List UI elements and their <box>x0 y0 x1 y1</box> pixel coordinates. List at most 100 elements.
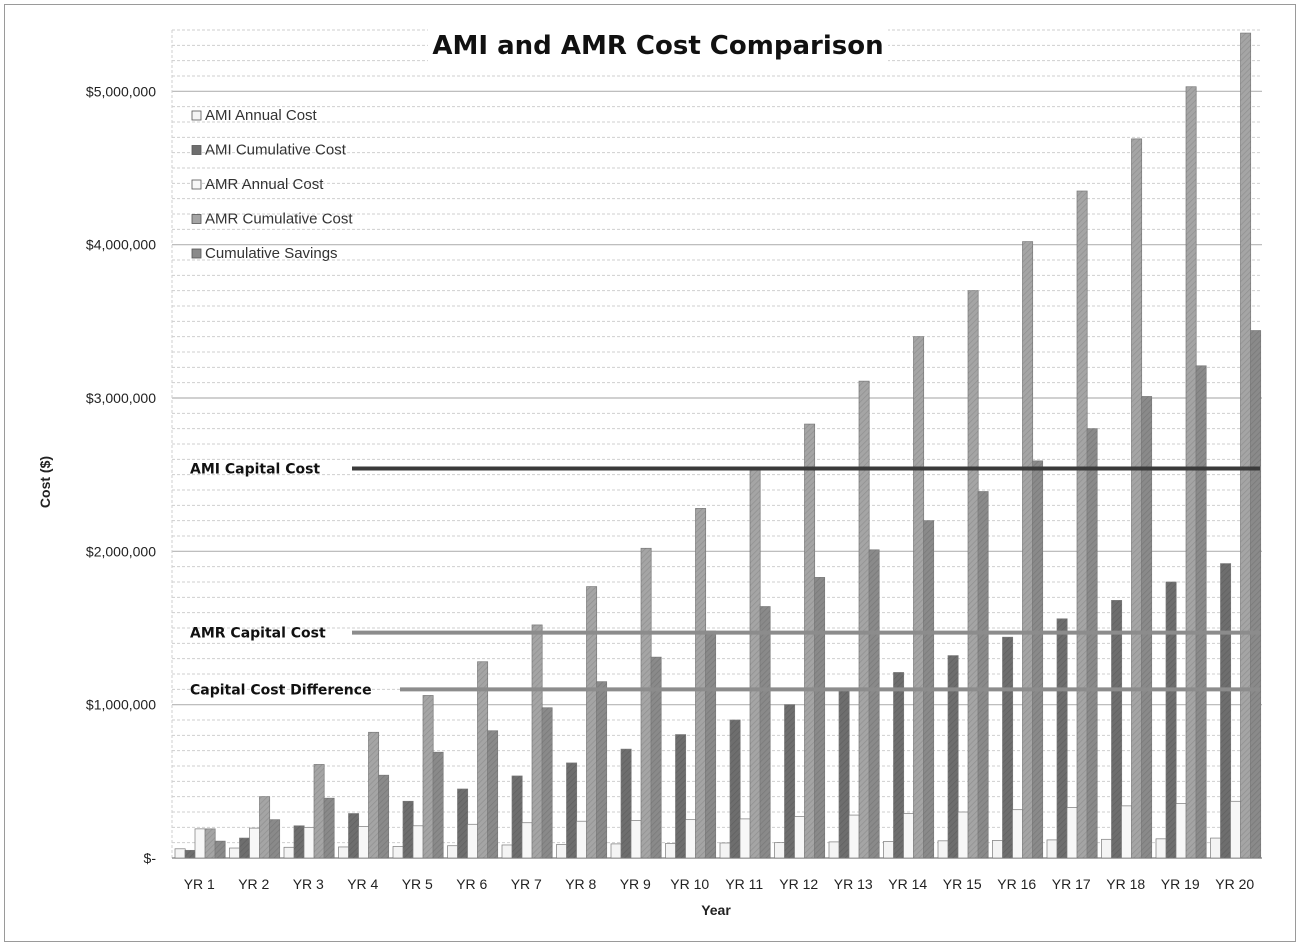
x-tick-label: YR 11 <box>725 876 763 892</box>
bar-ami-annual-cost-5 <box>392 846 404 859</box>
bar-texture <box>839 689 850 858</box>
bar-texture <box>730 720 741 858</box>
bar-texture <box>621 749 632 858</box>
bar-texture <box>869 549 880 858</box>
bar-amr-annual-cost-14 <box>903 813 915 859</box>
x-axis-title: Year <box>701 902 731 918</box>
bar-texture <box>586 586 597 858</box>
x-tick-label: YR 15 <box>943 876 982 892</box>
bar-amr-annual-cost-3 <box>303 826 315 859</box>
bar-texture <box>487 730 498 858</box>
legend-swatch <box>191 214 202 224</box>
x-axis-ticks: YR 1 YR 2 YR 3 YR 4 YR 5 YR 6 YR 7 YR 8 YR 9 YR 1… <box>184 876 1255 892</box>
bar-texture <box>1250 330 1261 858</box>
bar-ami-annual-cost-15 <box>937 840 949 859</box>
legend-item-label: AMI Annual Cost <box>205 107 318 124</box>
reference-label-amr-capital-cost: AMR Capital Cost <box>190 626 326 642</box>
bar-texture <box>760 606 771 858</box>
legend-item-label: Cumulative Savings <box>205 245 338 262</box>
bar-texture <box>348 813 359 858</box>
bar-amr-annual-cost-1 <box>194 828 206 859</box>
bar-texture <box>239 838 250 858</box>
y-axis-ticks: $- $1,000,000 $2,000,000 $3,000,000 $4,000,0… <box>86 83 156 866</box>
bar-texture <box>1196 365 1207 858</box>
x-tick-label: YR 17 <box>1052 876 1091 892</box>
chart-title-background <box>428 26 888 66</box>
bar-texture <box>1077 191 1088 858</box>
bar-texture <box>215 841 226 858</box>
bar-ami-annual-cost-10 <box>665 843 677 859</box>
bar-texture <box>596 681 607 858</box>
y-tick-label: $1,000,000 <box>86 697 156 713</box>
bar-texture <box>893 672 904 858</box>
bar-amr-annual-cost-11 <box>739 818 751 859</box>
bar-texture <box>968 290 979 859</box>
x-tick-label: YR 10 <box>670 876 709 892</box>
bar-texture <box>205 828 216 858</box>
bar-ami-annual-cost-8 <box>556 844 568 859</box>
bar-texture <box>423 695 434 858</box>
x-tick-label: YR 18 <box>1106 876 1145 892</box>
bar-amr-annual-cost-19 <box>1175 803 1187 859</box>
bar-texture <box>750 468 761 858</box>
bar-texture <box>1220 563 1231 858</box>
reference-label-ami-capital-cost: AMI Capital Cost <box>190 462 320 478</box>
y-tick-label: $5,000,000 <box>86 83 156 99</box>
x-tick-label: YR 6 <box>456 876 487 892</box>
x-tick-label: YR 2 <box>238 876 269 892</box>
bar-amr-annual-cost-9 <box>630 820 642 859</box>
bar-amr-annual-cost-13 <box>848 814 860 859</box>
bar-texture <box>269 819 280 858</box>
bar-amr-annual-cost-12 <box>794 816 806 859</box>
x-tick-label: YR 14 <box>888 876 927 892</box>
bar-texture <box>1240 33 1251 859</box>
x-tick-label: YR 8 <box>565 876 596 892</box>
bar-texture <box>1186 86 1197 858</box>
bar-ami-annual-cost-3 <box>283 846 295 859</box>
bar-texture <box>185 850 196 858</box>
bar-texture <box>1166 582 1177 858</box>
bar-texture <box>705 631 716 858</box>
bar-texture <box>913 336 924 859</box>
bar-texture <box>1141 396 1152 858</box>
x-tick-label: YR 16 <box>997 876 1036 892</box>
bar-texture <box>324 798 335 858</box>
legend-swatch <box>191 179 202 190</box>
legend-item-label: AMR Cumulative Cost <box>205 211 353 228</box>
bar-amr-annual-cost-18 <box>1121 805 1133 859</box>
y-tick-label: $- <box>144 850 157 866</box>
x-tick-label: YR 3 <box>293 876 324 892</box>
reference-lines: AMI Capital Cost AMR Capital Cost Capital … <box>190 462 1260 698</box>
legend-swatch <box>191 145 202 155</box>
x-tick-label: YR 13 <box>834 876 873 892</box>
legend-swatch <box>191 110 202 121</box>
bar-ami-annual-cost-19 <box>1155 838 1167 859</box>
bar-ami-annual-cost-16 <box>992 840 1004 859</box>
bar-texture <box>259 796 270 858</box>
bar-ami-annual-cost-4 <box>338 846 350 859</box>
bar-amr-annual-cost-20 <box>1230 800 1242 859</box>
y-tick-label: $3,000,000 <box>86 390 156 406</box>
bar-texture <box>1131 138 1142 858</box>
bar-texture <box>368 732 379 858</box>
x-tick-label: YR 4 <box>347 876 378 892</box>
bar-ami-annual-cost-17 <box>1046 839 1058 859</box>
legend-swatch <box>191 248 202 259</box>
bar-texture <box>314 764 325 858</box>
x-tick-label: YR 7 <box>511 876 542 892</box>
y-tick-label: $2,000,000 <box>86 543 156 559</box>
bar-texture <box>403 801 414 858</box>
bar-texture <box>978 491 989 858</box>
x-tick-label: YR 19 <box>1161 876 1200 892</box>
legend-item-label: AMR Annual Cost <box>205 176 324 193</box>
bar-ami-annual-cost-6 <box>447 845 459 859</box>
bar-amr-annual-cost-15 <box>957 811 969 859</box>
bar-amr-annual-cost-2 <box>249 827 261 859</box>
bar-texture <box>512 775 523 858</box>
bar-texture <box>948 655 959 858</box>
bar-texture <box>433 752 444 858</box>
x-tick-label: YR 20 <box>1215 876 1254 892</box>
y-axis-title: Cost ($) <box>37 456 53 508</box>
bar-amr-annual-cost-6 <box>467 823 479 859</box>
bar-texture <box>294 825 305 858</box>
